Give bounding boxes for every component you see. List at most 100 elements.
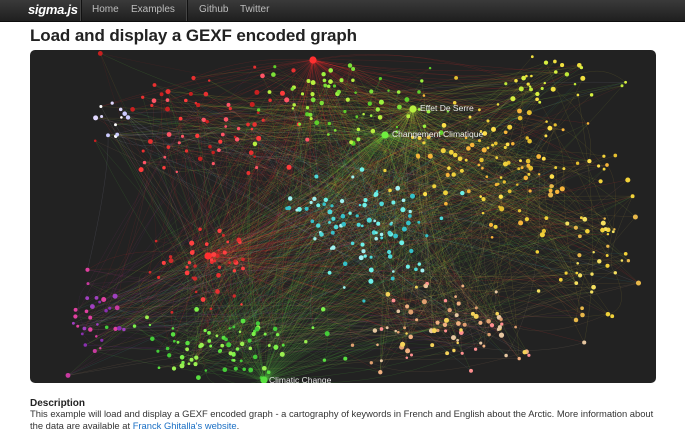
graph-node[interactable]: [234, 137, 240, 142]
graph-node[interactable]: [305, 112, 310, 117]
graph-node[interactable]: [580, 75, 586, 81]
graph-node[interactable]: [187, 261, 192, 265]
graph-node[interactable]: [408, 309, 414, 315]
graph-node[interactable]: [118, 107, 123, 112]
graph-node[interactable]: [209, 307, 213, 311]
graph-node[interactable]: [152, 83, 157, 87]
graph-node[interactable]: [228, 327, 231, 330]
graph-node[interactable]: [355, 115, 359, 119]
graph-node[interactable]: [438, 130, 444, 135]
graph-node[interactable]: [489, 323, 495, 328]
graph-node[interactable]: [328, 79, 333, 84]
graph-node[interactable]: [626, 259, 631, 263]
graph-node[interactable]: [536, 154, 542, 159]
graph-node[interactable]: [459, 168, 464, 173]
graph-node[interactable]: [514, 325, 517, 329]
graph-node[interactable]: [375, 107, 381, 112]
graph-node[interactable]: [375, 231, 378, 235]
graph-node[interactable]: [554, 70, 558, 74]
graph-node[interactable]: [400, 207, 406, 213]
graph-node[interactable]: [362, 112, 365, 116]
graph-node[interactable]: [71, 321, 75, 325]
graph-node[interactable]: [217, 228, 222, 233]
graph-node[interactable]: [454, 295, 457, 298]
graph-node[interactable]: [179, 363, 185, 369]
graph-node[interactable]: [580, 306, 584, 311]
graph-node[interactable]: [452, 101, 457, 105]
graph-node[interactable]: [252, 141, 258, 147]
graph-canvas[interactable]: Effet De Serre Changement Climatique Cli…: [30, 50, 656, 383]
graph-node[interactable]: [428, 66, 432, 70]
graph-node[interactable]: [255, 165, 259, 170]
graph-node[interactable]: [600, 220, 606, 226]
graph-node[interactable]: [83, 343, 88, 347]
graph-node[interactable]: [241, 266, 245, 271]
graph-node[interactable]: [549, 184, 554, 189]
graph-node[interactable]: [376, 221, 381, 226]
graph-node[interactable]: [311, 326, 315, 330]
graph-node[interactable]: [585, 228, 590, 234]
graph-node[interactable]: [94, 295, 99, 300]
graph-node[interactable]: [184, 98, 188, 103]
graph-node[interactable]: [93, 115, 99, 121]
graph-hub-node[interactable]: [204, 252, 212, 260]
graph-node[interactable]: [432, 184, 437, 189]
graph-node[interactable]: [319, 100, 324, 106]
graph-node[interactable]: [410, 135, 415, 140]
graph-node[interactable]: [548, 192, 554, 198]
graph-node[interactable]: [576, 261, 580, 265]
graph-node[interactable]: [399, 240, 405, 246]
graph-node[interactable]: [481, 211, 485, 215]
graph-node[interactable]: [543, 60, 549, 65]
graph-node[interactable]: [456, 321, 461, 326]
graph-node[interactable]: [171, 366, 177, 371]
graph-node[interactable]: [360, 224, 364, 228]
graph-node[interactable]: [410, 353, 413, 357]
graph-node[interactable]: [339, 198, 345, 204]
graph-node[interactable]: [151, 98, 157, 104]
graph-node[interactable]: [577, 253, 582, 258]
graph-node[interactable]: [249, 101, 255, 108]
graph-node[interactable]: [165, 346, 170, 351]
graph-node[interactable]: [226, 342, 232, 348]
graph-node[interactable]: [536, 289, 541, 293]
graph-node[interactable]: [197, 156, 203, 162]
graph-node[interactable]: [602, 167, 606, 171]
graph-node[interactable]: [461, 284, 465, 288]
graph-node[interactable]: [522, 350, 527, 355]
graph-node[interactable]: [391, 298, 396, 303]
graph-node[interactable]: [95, 335, 98, 338]
graph-node[interactable]: [115, 132, 120, 137]
graph-node[interactable]: [273, 65, 277, 69]
graph-node[interactable]: [591, 284, 596, 290]
graph-node[interactable]: [404, 97, 410, 103]
graph-node[interactable]: [464, 158, 468, 162]
graph-node[interactable]: [504, 82, 508, 86]
graph-node[interactable]: [623, 251, 628, 256]
graph-node[interactable]: [236, 126, 241, 131]
graph-node[interactable]: [448, 149, 454, 155]
graph-node[interactable]: [587, 158, 592, 164]
graph-node[interactable]: [310, 97, 316, 103]
graph-node[interactable]: [620, 84, 624, 88]
graph-node[interactable]: [373, 193, 377, 197]
graph-node[interactable]: [339, 78, 344, 83]
graph-node[interactable]: [562, 167, 566, 171]
graph-node[interactable]: [524, 217, 529, 222]
graph-node[interactable]: [579, 216, 583, 220]
graph-node[interactable]: [162, 165, 166, 170]
graph-node[interactable]: [597, 259, 602, 264]
graph-node[interactable]: [447, 166, 451, 170]
graph-node[interactable]: [88, 315, 93, 320]
graph-node[interactable]: [252, 122, 257, 127]
graph-node[interactable]: [161, 260, 166, 265]
graph-node[interactable]: [356, 222, 361, 227]
graph-node[interactable]: [408, 214, 412, 218]
graph-node[interactable]: [525, 74, 528, 78]
graph-node[interactable]: [606, 244, 610, 248]
graph-node[interactable]: [88, 327, 93, 332]
graph-node[interactable]: [481, 197, 486, 202]
graph-node[interactable]: [543, 81, 547, 85]
graph-node[interactable]: [555, 189, 560, 194]
graph-node[interactable]: [528, 85, 532, 88]
